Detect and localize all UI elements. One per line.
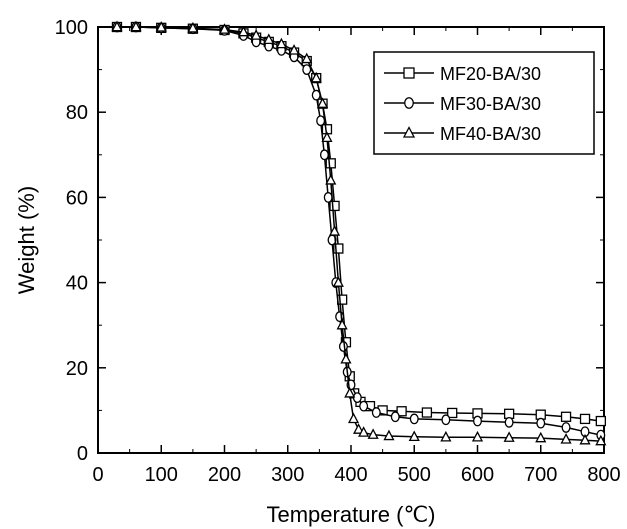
x-tick-label: 100 — [145, 464, 178, 486]
data-point — [473, 415, 482, 427]
x-tick-label: 400 — [334, 464, 367, 486]
data-point — [310, 71, 322, 83]
data-point — [344, 387, 356, 398]
data-point — [421, 407, 433, 418]
y-tick-label: 40 — [66, 273, 88, 295]
x-tick-label: 800 — [587, 464, 620, 486]
data-point — [325, 158, 336, 169]
x-tick-label: 200 — [208, 464, 241, 486]
data-point — [237, 25, 250, 37]
data-point — [560, 433, 572, 444]
data-point — [347, 412, 360, 424]
data-point — [250, 29, 262, 40]
data-point — [371, 407, 381, 418]
x-tick-label: 500 — [398, 464, 431, 486]
x-tick-label: 0 — [92, 464, 103, 486]
data-point — [302, 64, 312, 75]
data-point — [323, 192, 333, 203]
data-point — [595, 415, 606, 427]
data-point — [333, 243, 344, 254]
y-tick-label: 100 — [55, 17, 88, 39]
data-point — [535, 431, 547, 443]
data-point — [263, 33, 275, 45]
data-point — [579, 433, 591, 445]
legend-marker — [402, 126, 416, 138]
data-point — [187, 21, 199, 33]
data-point — [328, 225, 341, 236]
data-point — [332, 276, 344, 287]
data-point — [321, 131, 333, 143]
data-point — [316, 97, 329, 108]
data-point — [396, 406, 407, 417]
y-tick-label: 0 — [77, 443, 88, 465]
data-point — [383, 429, 395, 441]
x-axis-title: Temperature (℃) — [267, 502, 436, 527]
data-point — [440, 430, 452, 442]
data-point — [358, 426, 370, 437]
data-point — [390, 411, 400, 423]
data-point — [595, 434, 607, 446]
data-point — [579, 413, 591, 425]
x-tick-label: 700 — [524, 464, 557, 486]
x-tick-label: 600 — [461, 464, 494, 486]
data-point — [471, 430, 484, 442]
y-tick-label: 80 — [66, 102, 88, 124]
data-point — [447, 407, 458, 419]
data-point — [441, 414, 451, 426]
legend-items: MF20-BA/30 MF30-BA/30 MF40-BA/30 — [384, 64, 541, 144]
data-point — [288, 44, 300, 55]
data-point — [352, 392, 362, 403]
data-point — [301, 52, 313, 64]
legend-marker — [404, 97, 414, 109]
data-point — [367, 428, 379, 439]
data-point — [504, 416, 514, 428]
legend-label: MF40-BA/30 — [440, 124, 541, 144]
series-triangle — [111, 20, 607, 446]
data-point — [359, 400, 369, 412]
data-point — [340, 352, 352, 364]
series-layer — [111, 20, 607, 446]
data-point — [560, 411, 572, 422]
x-tick-label: 300 — [271, 464, 304, 486]
legend: MF20-BA/30 MF30-BA/30 MF40-BA/30 — [373, 51, 595, 155]
data-point — [218, 23, 231, 34]
legend-label: MF30-BA/30 — [440, 94, 541, 114]
data-point — [336, 318, 348, 330]
data-point — [503, 431, 515, 442]
data-point — [319, 149, 329, 161]
data-point — [408, 430, 420, 442]
data-point — [316, 115, 326, 127]
data-point — [409, 413, 419, 425]
data-point — [353, 423, 365, 434]
legend-marker — [403, 67, 415, 79]
data-point — [536, 417, 546, 429]
y-tick-label: 20 — [66, 358, 88, 380]
legend-label: MF20-BA/30 — [440, 64, 541, 84]
data-point — [561, 422, 571, 433]
data-point — [275, 37, 288, 49]
data-point — [325, 174, 337, 185]
data-point — [155, 21, 167, 32]
data-point — [130, 20, 142, 32]
data-point — [329, 200, 340, 212]
y-tick-label: 60 — [66, 187, 88, 209]
data-point — [111, 20, 123, 32]
y-axis-title: Weight (%) — [14, 186, 39, 294]
